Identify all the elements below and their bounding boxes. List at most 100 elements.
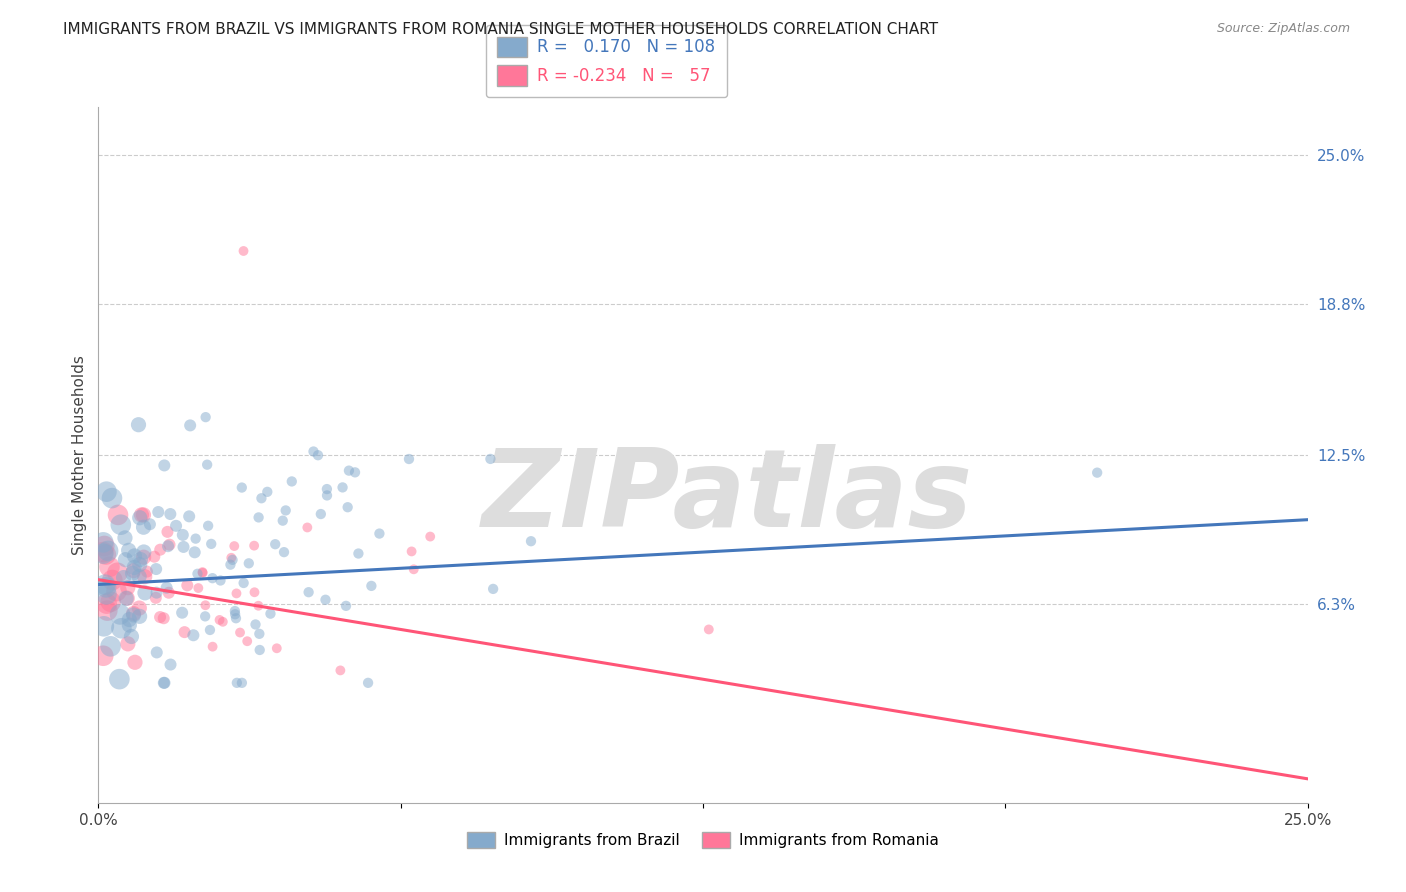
Point [245,617,267,632]
Point [194,599,217,613]
Point [128,601,150,615]
Point [128,569,150,583]
Point [201,571,224,585]
Point [402,562,425,576]
Point [232,576,254,591]
Point [145,562,167,576]
Point [208,613,231,627]
Point [139,517,162,532]
Point [159,507,181,521]
Point [112,571,135,585]
Point [173,540,195,554]
Point [97,544,120,558]
Point [368,526,391,541]
Point [107,508,129,522]
Point [159,657,181,672]
Point [194,410,217,425]
Point [105,584,128,599]
Point [149,610,172,624]
Point [153,676,176,690]
Point [110,621,132,635]
Point [98,559,121,574]
Point [1085,466,1108,480]
Point [194,609,217,624]
Point [224,607,246,622]
Point [173,625,195,640]
Y-axis label: Single Mother Households: Single Mother Households [72,355,87,555]
Point [184,532,207,546]
Point [264,537,287,551]
Point [145,585,167,599]
Point [249,643,271,657]
Point [183,628,205,642]
Point [297,520,319,534]
Point [149,542,172,557]
Text: Source: ZipAtlas.com: Source: ZipAtlas.com [1216,22,1350,36]
Point [224,604,246,618]
Point [225,611,247,625]
Point [307,448,329,462]
Point [344,466,367,480]
Point [145,645,167,659]
Point [124,549,146,563]
Point [124,655,146,669]
Point [122,564,145,578]
Point [243,539,266,553]
Point [115,591,138,606]
Point [183,545,205,559]
Point [107,566,129,580]
Point [131,508,153,522]
Point [195,458,218,472]
Point [156,524,179,539]
Point [191,566,214,580]
Point [101,491,124,505]
Point [129,552,152,566]
Point [101,573,124,587]
Point [219,558,242,572]
Point [114,552,136,566]
Point [118,613,141,627]
Point [110,517,132,532]
Point [121,566,143,581]
Point [316,488,339,502]
Point [231,676,253,690]
Point [209,574,232,588]
Point [91,545,114,559]
Point [145,591,167,605]
Point [108,607,131,622]
Point [697,623,720,637]
Point [122,607,145,622]
Point [329,664,352,678]
Point [134,586,156,600]
Point [186,566,208,581]
Point [256,484,278,499]
Point [143,549,166,564]
Point [132,545,155,559]
Point [357,676,380,690]
Point [225,676,247,690]
Point [165,518,187,533]
Point [114,531,136,545]
Point [93,619,115,633]
Point [224,539,246,553]
Point [96,484,118,499]
Point [281,475,304,489]
Point [128,558,150,572]
Point [315,482,337,496]
Point [332,480,354,494]
Point [132,520,155,534]
Point [398,452,420,467]
Point [315,592,337,607]
Point [100,595,122,609]
Point [118,618,141,632]
Point [259,607,281,621]
Point [250,491,273,506]
Point [298,585,321,599]
Point [100,640,122,654]
Point [94,548,117,562]
Point [219,550,242,565]
Point [211,615,233,629]
Point [419,530,441,544]
Point [309,507,332,521]
Point [231,481,253,495]
